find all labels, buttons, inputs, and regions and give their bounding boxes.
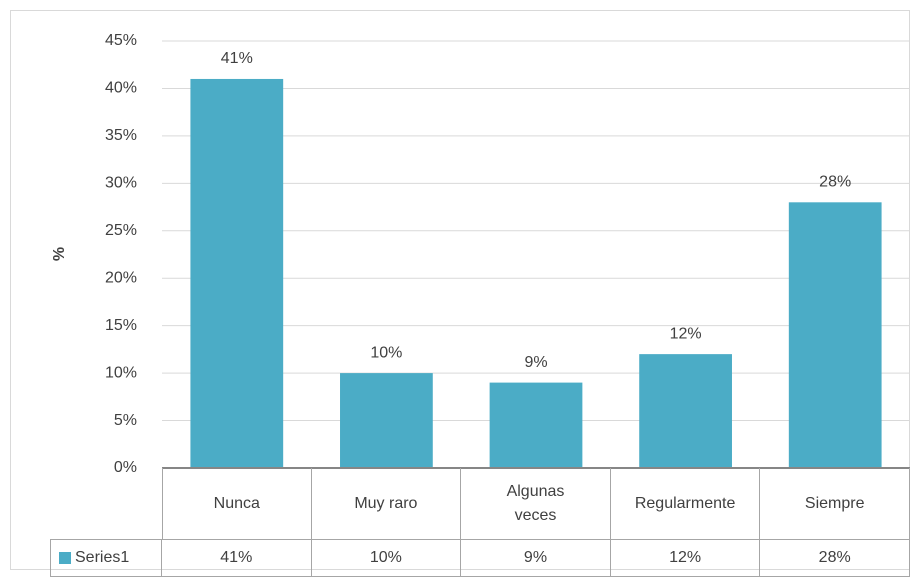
x-tick-label: Algunas veces <box>506 482 565 524</box>
table-value-cell: 28% <box>760 540 910 577</box>
table-value-cell: 12% <box>610 540 761 577</box>
y-tick-label: 15% <box>105 317 137 334</box>
table-category-cell: Muy raro <box>311 468 462 540</box>
bar <box>190 78 284 468</box>
x-tick-label: Siempre <box>804 494 865 512</box>
data-label: 10% <box>370 344 402 361</box>
bar <box>788 202 882 469</box>
y-axis-label: % <box>51 247 68 261</box>
y-tick-label: 25% <box>105 222 137 239</box>
table-category-cell: Algunas veces <box>461 468 611 540</box>
table-category-cell: Nunca <box>162 468 312 540</box>
data-label: 9% <box>524 354 547 371</box>
y-tick-label: 20% <box>105 269 137 286</box>
table-legend-cell: Series1 <box>50 539 162 577</box>
y-tick-label: 10% <box>105 364 137 381</box>
x-tick-label: Regularmente <box>634 494 736 512</box>
table-category-cell: Siempre <box>760 468 910 540</box>
y-tick-label: 0% <box>114 459 137 476</box>
data-label: 41% <box>221 50 253 67</box>
x-tick-label: Nunca <box>213 494 260 512</box>
bar <box>340 373 433 468</box>
table-category-cell: Regularmente <box>610 468 761 540</box>
data-label: 12% <box>670 325 702 342</box>
x-tick-label: Muy raro <box>354 494 418 512</box>
y-tick-label: 35% <box>105 127 137 144</box>
legend-swatch <box>59 552 71 564</box>
y-tick-label: 30% <box>105 175 137 192</box>
data-label: 28% <box>819 174 851 191</box>
table-value-cell: 9% <box>461 540 611 577</box>
table-value-cell: 10% <box>311 540 462 577</box>
y-tick-label: 5% <box>114 412 137 429</box>
table-value-cell: 41% <box>162 540 312 577</box>
y-tick-label: 40% <box>105 80 137 97</box>
bar <box>639 354 732 468</box>
bar <box>489 382 583 468</box>
y-tick-label: 45% <box>105 32 137 49</box>
chart-border <box>10 10 910 570</box>
legend-label: Series1 <box>75 549 130 566</box>
